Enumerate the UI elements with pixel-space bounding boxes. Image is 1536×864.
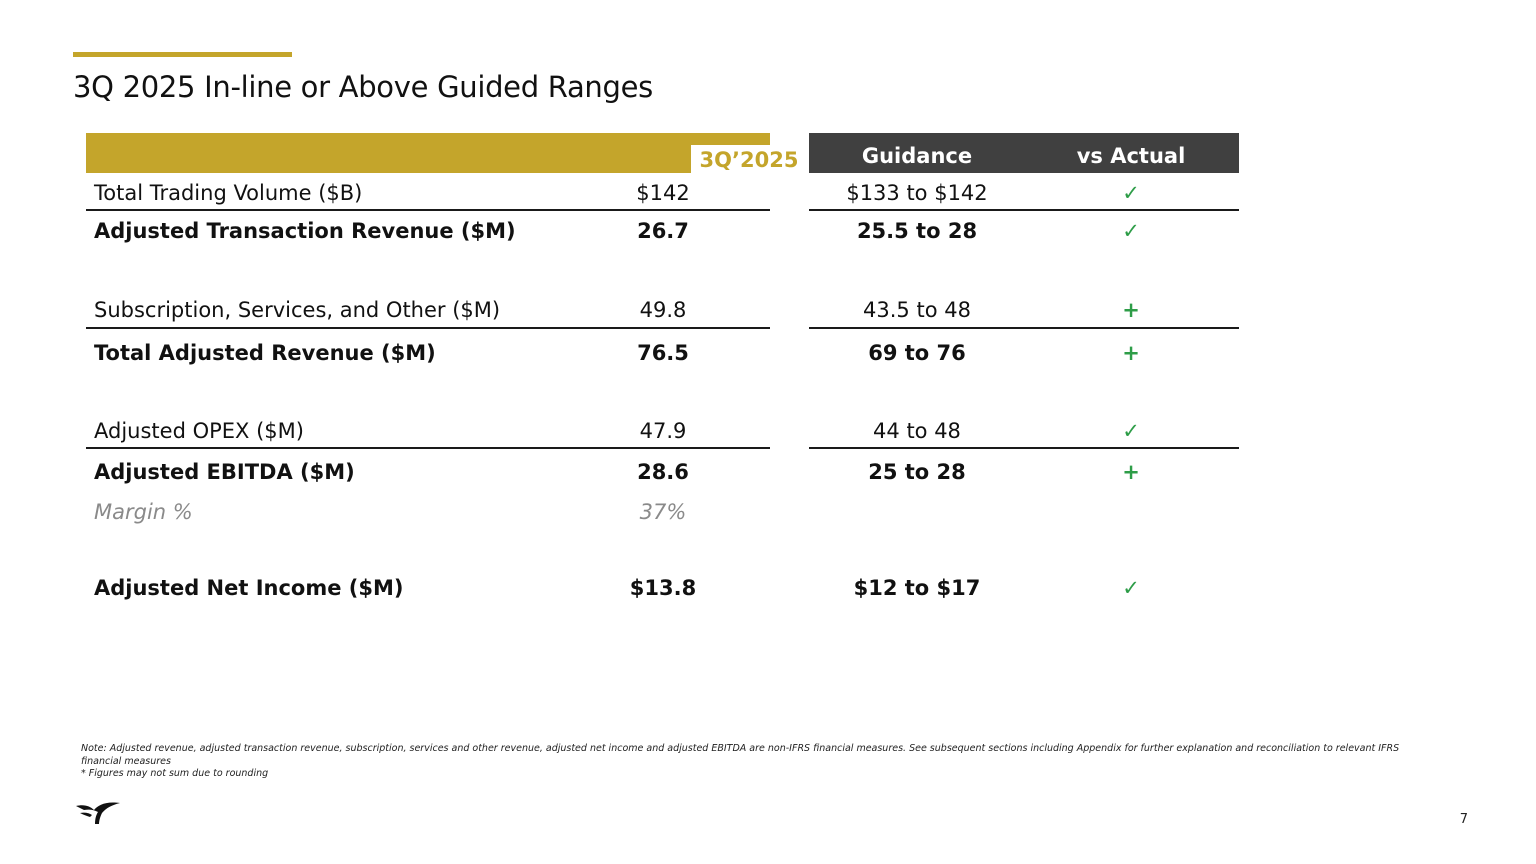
- footnote: Note: Adjusted revenue, adjusted transac…: [81, 743, 1431, 781]
- row-value: 47.9: [639, 419, 687, 443]
- table-header-actual: 3Q’2025: [86, 133, 807, 173]
- page-number: 7: [1459, 812, 1468, 827]
- row-guidance: 43.5 to 48: [863, 298, 971, 322]
- row-label: Total Trading Volume ($B): [94, 181, 363, 205]
- row-label: Adjusted Transaction Revenue ($M): [94, 219, 516, 243]
- check-icon: ✓: [1122, 219, 1140, 243]
- check-icon: ✓: [1122, 576, 1140, 600]
- row-value: 26.7: [637, 219, 689, 243]
- row-guidance: 25 to 28: [868, 460, 966, 484]
- check-icon: ✓: [1122, 181, 1140, 205]
- header-3q2025: 3Q’2025: [691, 145, 807, 173]
- footnote-note: Note: Adjusted revenue, adjusted transac…: [81, 743, 1400, 767]
- row-divider: [86, 327, 770, 329]
- plus-icon: +: [1122, 341, 1140, 365]
- row-guidance: $12 to $17: [853, 576, 981, 600]
- table-row-adj-transaction-revenue: Adjusted Transaction Revenue ($M) 26.7 2…: [0, 216, 1536, 246]
- row-label: Adjusted OPEX ($M): [94, 419, 304, 443]
- header-guidance: Guidance: [861, 144, 973, 168]
- footnote-rounding: * Figures may not sum due to rounding: [81, 768, 269, 779]
- table-row-total-adj-revenue: Total Adjusted Revenue ($M) 76.5 69 to 7…: [0, 338, 1536, 368]
- row-value: 49.8: [639, 298, 687, 322]
- row-label: Adjusted Net Income ($M): [94, 576, 404, 600]
- row-value: 28.6: [637, 460, 689, 484]
- row-divider: [809, 209, 1239, 211]
- page-title: 3Q 2025 In-line or Above Guided Ranges: [73, 70, 653, 104]
- title-accent-bar: [73, 52, 292, 57]
- row-guidance: 69 to 76: [868, 341, 966, 365]
- table-row-trading-volume: Total Trading Volume ($B) $142 $133 to $…: [0, 178, 1536, 208]
- table-row-margin: Margin % 37%: [0, 497, 1536, 527]
- row-label: Total Adjusted Revenue ($M): [94, 341, 436, 365]
- table-row-adj-opex: Adjusted OPEX ($M) 47.9 44 to 48 ✓: [0, 416, 1536, 446]
- row-label: Margin %: [94, 500, 193, 524]
- plus-icon: +: [1122, 298, 1140, 322]
- row-divider: [86, 447, 770, 449]
- table-row-subscription: Subscription, Services, and Other ($M) 4…: [0, 295, 1536, 325]
- row-guidance: $133 to $142: [846, 181, 988, 205]
- check-icon: ✓: [1122, 419, 1140, 443]
- row-guidance: 25.5 to 28: [856, 219, 978, 243]
- plus-icon: +: [1122, 460, 1140, 484]
- bird-logo-icon: [76, 802, 120, 824]
- row-divider: [809, 447, 1239, 449]
- table-header-guidance: Guidance vs Actual: [809, 133, 1239, 173]
- row-value: 76.5: [637, 341, 689, 365]
- row-value: $13.8: [629, 576, 697, 600]
- row-label: Subscription, Services, and Other ($M): [94, 298, 501, 322]
- header-vs-actual: vs Actual: [1076, 144, 1186, 168]
- table-row-adj-net-income: Adjusted Net Income ($M) $13.8 $12 to $1…: [0, 573, 1536, 603]
- row-label: Adjusted EBITDA ($M): [94, 460, 355, 484]
- row-divider: [86, 209, 770, 211]
- row-divider: [809, 327, 1239, 329]
- row-value: 37%: [639, 500, 687, 524]
- row-value: $142: [636, 181, 690, 205]
- row-guidance: 44 to 48: [873, 419, 961, 443]
- table-row-adj-ebitda: Adjusted EBITDA ($M) 28.6 25 to 28 +: [0, 457, 1536, 487]
